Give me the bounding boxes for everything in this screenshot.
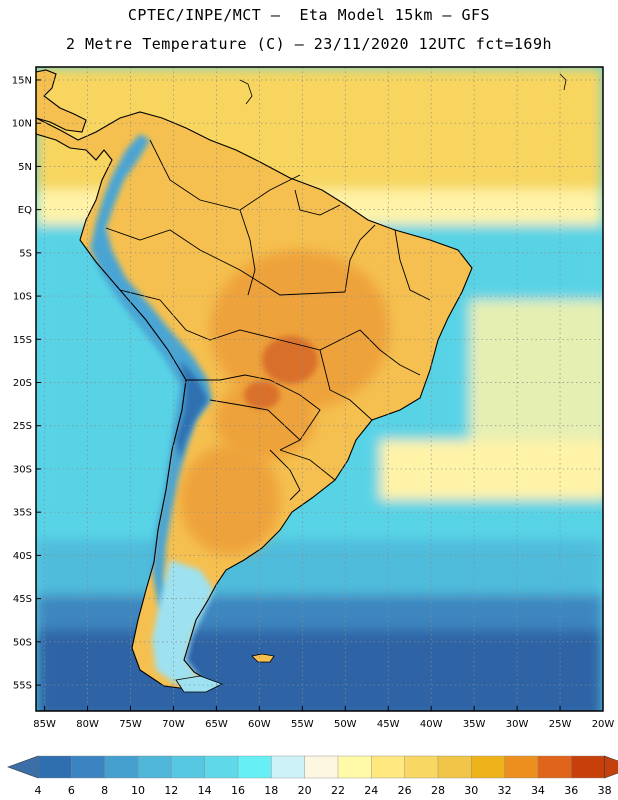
colorbar-label: 32 — [498, 784, 512, 797]
colorbar-swatch — [437, 755, 472, 779]
colorbar-swatch — [337, 755, 372, 779]
east-atlantic-mild-band — [380, 440, 603, 500]
longitude-tick-label: 70W — [162, 719, 185, 730]
interior-hot-zone — [210, 250, 390, 410]
colorbar-label: 20 — [298, 784, 312, 797]
colorbar-label: 12 — [164, 784, 178, 797]
ocean-coldest-band — [36, 630, 603, 711]
altiplano-coldest-strip — [176, 360, 208, 460]
latitude-tick-label: 45S — [13, 594, 32, 605]
colorbar-label: 18 — [264, 784, 278, 797]
colorbar-label: 10 — [131, 784, 145, 797]
colorbar-swatch — [171, 755, 206, 779]
longitude-tick-label: 65W — [205, 719, 228, 730]
colorbar-swatch — [471, 755, 506, 779]
colorbar-label: 14 — [198, 784, 212, 797]
colorbar-low-arrow — [7, 755, 39, 779]
map-area — [36, 67, 603, 711]
colorbar-label: 36 — [564, 784, 578, 797]
map-frame — [35, 66, 604, 712]
colorbar-swatch — [504, 755, 539, 779]
colorbar-label: 38 — [598, 784, 612, 797]
colorbar-label: 28 — [431, 784, 445, 797]
graticule — [36, 67, 603, 711]
falkland-islands — [251, 653, 275, 663]
latitude-tick-label: 25S — [13, 421, 32, 432]
country-borders — [105, 139, 431, 501]
colorbar-swatch — [271, 755, 306, 779]
colorbar-swatch — [37, 755, 72, 779]
longitude-tick-label: 20W — [592, 719, 615, 730]
colorbar-label: 6 — [68, 784, 75, 797]
central-america-coastline — [36, 69, 87, 133]
coastline — [36, 111, 473, 691]
colorbar-label: 30 — [464, 784, 478, 797]
colorbar-high-arrow — [604, 755, 618, 779]
colorbar-swatch — [537, 755, 572, 779]
mato-grosso-hottest-zone — [262, 336, 318, 384]
map-title-line-2: 2 Metre Temperature (C) – 23/11/2020 12U… — [65, 35, 553, 53]
latitude-tick-label: 40S — [13, 551, 32, 562]
latitude-tick-label: 15S — [13, 335, 32, 346]
longitude-tick-label: 50W — [334, 719, 357, 730]
ocean-cool-band — [36, 540, 603, 600]
longitude-tick-label: 25W — [549, 719, 572, 730]
colorbar-swatch — [304, 755, 339, 779]
longitude-tick-label: 30W — [506, 719, 529, 730]
latitude-tick-label: 30S — [13, 464, 32, 475]
longitude-tick-label: 75W — [119, 719, 142, 730]
latitude-tick-label: 35S — [13, 508, 32, 519]
longitude-tick-label: 60W — [248, 719, 271, 730]
colorbar-swatch — [404, 755, 439, 779]
colorbar-label: 4 — [35, 784, 42, 797]
colorbar-swatch — [237, 755, 272, 779]
latitude-tick-label: EQ — [18, 205, 32, 216]
temperature-colorbar: 4 6 8 10 12 14 16 18 20 22 24 26 28 30 32 34 36 38 — [7, 755, 618, 797]
colorbar-label: 22 — [331, 784, 345, 797]
colorbar-swatch — [137, 755, 172, 779]
latitude-tick-label: 55S — [13, 681, 32, 692]
colorbar-label: 16 — [231, 784, 245, 797]
latitude-tick-label: 5S — [19, 248, 32, 259]
longitude-tick-label: 85W — [33, 719, 56, 730]
colorbar-swatch — [104, 755, 139, 779]
colorbar-swatch — [571, 755, 606, 779]
ocean-cold-band — [36, 595, 603, 635]
tierra-del-fuego — [175, 675, 224, 693]
east-atlantic-warm-band — [470, 300, 603, 440]
chaco-hot-zone — [215, 380, 315, 460]
colorbar-swatch — [204, 755, 239, 779]
longitude-tick-label: 55W — [291, 719, 314, 730]
colorbar-label: 24 — [364, 784, 378, 797]
longitude-tick-label: 35W — [463, 719, 486, 730]
pampas-warm-zone — [180, 445, 280, 555]
central-america-landmass — [36, 70, 86, 132]
latitude-tick-label: 10S — [13, 292, 32, 303]
paraguay-hottest-zone — [244, 381, 280, 409]
map-title-line-1: CPTEC/INPE/MCT – Eta Model 15km – GFS — [127, 6, 491, 24]
longitude-tick-label: 80W — [76, 719, 99, 730]
latitude-tick-label: 10N — [12, 119, 32, 130]
longitude-axis: 85W 80W 75W 70W 65W 60W 55W 50W 45W 40W 35W 30W 25W 2… — [33, 706, 614, 730]
latitude-tick-label: 5N — [18, 162, 32, 173]
colorbar-label: 8 — [101, 784, 108, 797]
latitude-tick-label: 50S — [13, 637, 32, 648]
colorbar-label: 26 — [398, 784, 412, 797]
caribbean-islands — [239, 73, 567, 105]
latitude-axis: 15N 10N 5N EQ 5S 10S 15S 20S 25S 30S 35S 40S 45S 50S 5… — [12, 75, 41, 692]
colorbar-label: 34 — [531, 784, 545, 797]
colorbar-swatch — [71, 755, 106, 779]
longitude-tick-label: 45W — [377, 719, 400, 730]
latitude-tick-label: 20S — [13, 378, 32, 389]
latitude-tick-label: 15N — [12, 75, 32, 86]
colorbar-swatch — [371, 755, 406, 779]
patagonia-cool-zone — [152, 560, 214, 684]
longitude-tick-label: 40W — [420, 719, 443, 730]
